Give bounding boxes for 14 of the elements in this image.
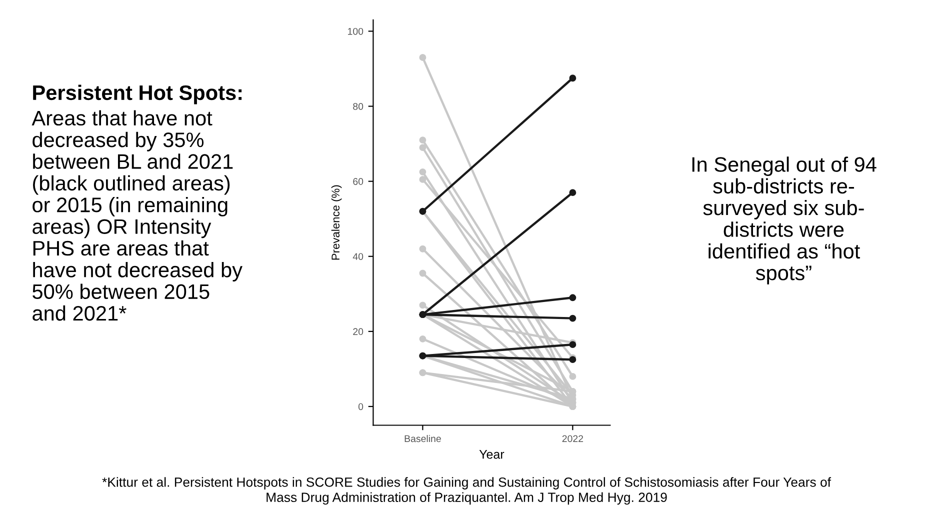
text: In Senegal out of 94 sub-districts re- surveyed six sub- districts were identified as “hot spots” bbox=[692, 156, 876, 284]
text: Persistent Hot Spots: bbox=[33, 84, 242, 104]
text: Areas that have not decreased by 35% between BL and 2021 (black outlined areas) or 2015 (in remaining areas) OR Intensity PHS are areas that have not decreased by 50% between 2015 and 2021* bbox=[32, 110, 242, 321]
y-tick-label: 60 bbox=[353, 178, 364, 185]
y-tick-label: 80 bbox=[353, 103, 364, 110]
y-axis-title: Prevalence (%) bbox=[331, 185, 342, 260]
y-tick-label: 40 bbox=[352, 253, 364, 260]
text: *Kittur et al. Persistent Hotspots in SCORE Studies for Gaining and Sustaining Control of Schistosomiasis after Four Years of Mass Drug Administration of Praziquantel. Am J Trop Med Hyg. 2019 bbox=[102, 477, 832, 505]
x-axis-title: Year bbox=[479, 450, 504, 459]
y-tick-label: 100 bbox=[348, 28, 364, 35]
x-tick-label: 2022 bbox=[562, 435, 584, 442]
y-tick-label: 0 bbox=[358, 403, 364, 410]
x-tick-label: Baseline bbox=[404, 434, 441, 442]
y-tick-label: 20 bbox=[353, 328, 364, 336]
